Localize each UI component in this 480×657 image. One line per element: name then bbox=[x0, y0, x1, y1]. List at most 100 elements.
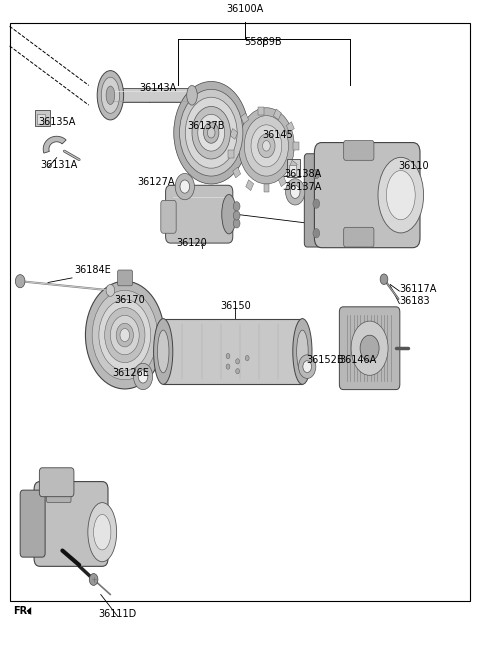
FancyBboxPatch shape bbox=[118, 270, 132, 286]
Bar bbox=[233, 167, 240, 178]
Bar bbox=[108, 88, 192, 102]
Circle shape bbox=[290, 185, 300, 198]
Text: 36146A: 36146A bbox=[339, 355, 376, 365]
FancyBboxPatch shape bbox=[161, 200, 176, 233]
Ellipse shape bbox=[154, 319, 173, 384]
Ellipse shape bbox=[378, 158, 423, 233]
FancyBboxPatch shape bbox=[166, 185, 233, 243]
FancyBboxPatch shape bbox=[339, 307, 400, 390]
Text: 36126E: 36126E bbox=[112, 369, 149, 378]
Bar bbox=[163, 319, 302, 384]
Circle shape bbox=[226, 353, 230, 359]
Text: 36127A: 36127A bbox=[137, 177, 175, 187]
Bar bbox=[287, 122, 294, 133]
FancyBboxPatch shape bbox=[314, 143, 420, 248]
Text: 36131A: 36131A bbox=[41, 160, 78, 170]
Circle shape bbox=[251, 125, 282, 167]
Text: 36184E: 36184E bbox=[74, 265, 111, 275]
Text: 36145: 36145 bbox=[262, 130, 293, 140]
Text: 36137A: 36137A bbox=[284, 182, 322, 192]
FancyBboxPatch shape bbox=[34, 482, 108, 566]
Text: 36117A: 36117A bbox=[399, 284, 437, 294]
Circle shape bbox=[207, 127, 215, 138]
Circle shape bbox=[263, 141, 270, 151]
Text: 36120: 36120 bbox=[177, 238, 207, 248]
Circle shape bbox=[244, 116, 288, 176]
Circle shape bbox=[380, 274, 388, 284]
Ellipse shape bbox=[157, 330, 169, 373]
Bar bbox=[258, 107, 264, 115]
Circle shape bbox=[133, 363, 153, 390]
Polygon shape bbox=[43, 136, 66, 153]
Text: 36152B: 36152B bbox=[306, 355, 344, 365]
Ellipse shape bbox=[297, 330, 308, 373]
Circle shape bbox=[236, 369, 240, 374]
Circle shape bbox=[226, 364, 230, 369]
Circle shape bbox=[180, 89, 243, 176]
Text: 36183: 36183 bbox=[399, 296, 430, 306]
Text: 36137B: 36137B bbox=[188, 122, 225, 131]
Ellipse shape bbox=[351, 321, 388, 375]
Bar bbox=[264, 185, 269, 193]
Circle shape bbox=[245, 355, 249, 361]
Text: 36110: 36110 bbox=[398, 161, 429, 171]
Circle shape bbox=[236, 359, 240, 364]
Bar bbox=[274, 109, 281, 120]
Text: 36150: 36150 bbox=[220, 301, 251, 311]
Circle shape bbox=[233, 219, 240, 228]
FancyBboxPatch shape bbox=[304, 154, 328, 247]
Polygon shape bbox=[26, 607, 31, 615]
FancyBboxPatch shape bbox=[47, 487, 71, 503]
Circle shape bbox=[192, 106, 230, 159]
Circle shape bbox=[233, 211, 240, 220]
Text: 36100A: 36100A bbox=[226, 5, 264, 14]
Circle shape bbox=[92, 290, 157, 380]
Circle shape bbox=[313, 199, 320, 208]
Ellipse shape bbox=[106, 86, 115, 104]
Circle shape bbox=[233, 202, 240, 211]
Text: 36138A: 36138A bbox=[284, 170, 322, 179]
Circle shape bbox=[239, 108, 294, 184]
Bar bbox=[289, 160, 297, 171]
Circle shape bbox=[303, 361, 312, 373]
Ellipse shape bbox=[101, 78, 120, 113]
FancyBboxPatch shape bbox=[344, 141, 374, 160]
Bar bbox=[228, 150, 234, 158]
Circle shape bbox=[299, 355, 316, 378]
Circle shape bbox=[89, 574, 98, 585]
Bar bbox=[289, 165, 296, 175]
Ellipse shape bbox=[293, 319, 312, 384]
Circle shape bbox=[198, 114, 225, 151]
Circle shape bbox=[204, 122, 219, 143]
Circle shape bbox=[185, 97, 237, 168]
Bar bbox=[278, 176, 286, 187]
Circle shape bbox=[99, 300, 151, 371]
Text: 36170: 36170 bbox=[114, 295, 145, 305]
Text: 36135A: 36135A bbox=[38, 118, 76, 127]
Text: FR.: FR. bbox=[13, 606, 31, 616]
Ellipse shape bbox=[97, 70, 124, 120]
Ellipse shape bbox=[94, 514, 111, 550]
Text: 36143A: 36143A bbox=[140, 83, 177, 93]
Bar bbox=[230, 129, 238, 139]
Circle shape bbox=[110, 315, 139, 355]
Bar bbox=[246, 180, 253, 191]
Ellipse shape bbox=[386, 171, 415, 219]
FancyBboxPatch shape bbox=[20, 490, 45, 557]
Circle shape bbox=[174, 81, 249, 184]
Circle shape bbox=[180, 180, 190, 193]
Circle shape bbox=[313, 229, 320, 238]
Bar bbox=[10, 23, 470, 601]
Circle shape bbox=[360, 335, 379, 361]
Ellipse shape bbox=[187, 85, 197, 105]
Circle shape bbox=[138, 370, 148, 383]
Bar bbox=[293, 142, 299, 150]
Bar bbox=[241, 113, 249, 124]
Circle shape bbox=[286, 179, 305, 205]
Circle shape bbox=[85, 281, 164, 389]
FancyBboxPatch shape bbox=[39, 468, 74, 497]
Bar bbox=[37, 114, 45, 124]
Text: 36111D: 36111D bbox=[98, 609, 137, 619]
Ellipse shape bbox=[88, 503, 117, 562]
Ellipse shape bbox=[222, 194, 236, 234]
